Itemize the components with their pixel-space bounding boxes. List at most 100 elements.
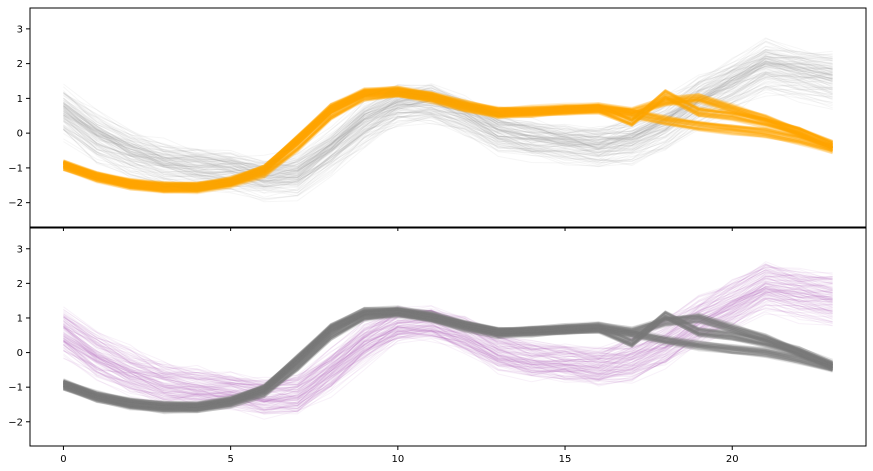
background-trace [63,62,833,177]
highlight-trace [63,89,834,187]
background-trace [63,72,833,181]
highlight-trace [63,86,833,187]
background-trace [63,38,833,163]
highlight-trace [63,90,833,188]
background-trace [63,53,833,172]
background-trace [63,58,833,181]
highlight-trace [63,88,834,188]
highlight-trace [63,313,834,412]
highlight-trace [63,89,833,188]
highlight-trace [63,88,833,185]
background-trace [63,275,833,386]
highlight-trace [63,89,833,188]
y-tick-label: −2 [8,198,23,209]
highlight-trace [62,313,834,411]
background-trace [63,88,833,201]
background-trace [63,293,833,407]
background-trace [63,80,833,197]
highlight-trace [63,95,834,194]
highlight-trace [63,95,834,194]
highlight-trace [63,310,834,409]
highlight-trace [63,308,833,407]
background-trace [63,57,833,174]
highlight-trace [63,85,834,186]
highlight-trace [63,309,833,409]
background-trace [63,55,833,177]
highlight-trace [63,312,833,410]
background-trace [63,291,833,414]
highlight-trace [62,311,834,410]
highlight-trace [63,89,834,188]
background-trace [63,37,833,167]
background-trace [63,60,833,182]
background-trace [63,288,833,399]
highlight-trace [63,311,833,410]
highlight-trace [63,90,834,189]
background-trace [63,287,833,406]
highlight-trace [62,310,833,409]
highlight-trace [62,90,834,191]
highlight-trace [63,313,834,414]
background-trace [63,283,833,390]
background-trace [63,82,833,190]
background-trace [63,304,833,411]
highlight-trace [63,307,834,405]
background-trace [63,69,833,172]
highlight-trace [63,91,834,190]
highlight-trace [62,93,834,193]
highlight-trace [63,313,834,410]
highlight-trace [63,312,834,411]
background-trace [63,287,833,401]
background-trace [63,60,833,180]
background-trace [63,269,833,391]
background-trace [63,85,833,198]
background-trace [63,281,833,398]
highlight-trace [63,95,833,192]
background-trace [63,78,833,194]
background-trace [63,68,833,185]
background-trace [63,267,833,385]
highlight-trace [62,313,834,412]
highlight-trace [63,313,834,411]
background-trace [63,292,833,406]
background-trace [63,263,833,386]
highlight-trace [62,306,834,405]
background-trace [63,306,833,410]
highlight-trace [63,93,834,192]
background-trace [63,50,833,177]
background-trace [63,55,833,172]
highlight-trace [63,90,833,190]
background-trace [63,297,833,411]
background-trace [63,50,833,169]
highlight-trace [63,88,833,188]
highlight-trace [63,308,834,408]
highlight-trace [63,86,833,186]
highlight-trace [63,315,834,411]
y-tick-label: −2 [8,417,23,428]
background-trace [63,92,833,194]
background-trace [63,63,833,183]
background-trace [63,41,833,165]
background-trace [63,282,833,392]
background-trace [63,286,833,398]
axes-frame [29,227,867,447]
background-trace [63,77,833,184]
highlight-trace [63,93,833,192]
plot-area [62,37,834,203]
highlight-trace [63,308,833,408]
highlight-trace [62,90,834,190]
highlight-trace [62,311,833,409]
background-trace [63,288,833,397]
background-trace [63,65,833,184]
highlight-trace [63,90,833,190]
highlight-trace [63,89,833,189]
background-trace [63,294,833,400]
background-trace [63,263,833,382]
background-trace [63,289,833,403]
background-trace [63,286,833,412]
highlight-trace [63,305,833,405]
highlight-trace [62,315,834,414]
background-trace [63,73,833,186]
highlight-trace [63,310,834,407]
background-trace [63,48,833,170]
